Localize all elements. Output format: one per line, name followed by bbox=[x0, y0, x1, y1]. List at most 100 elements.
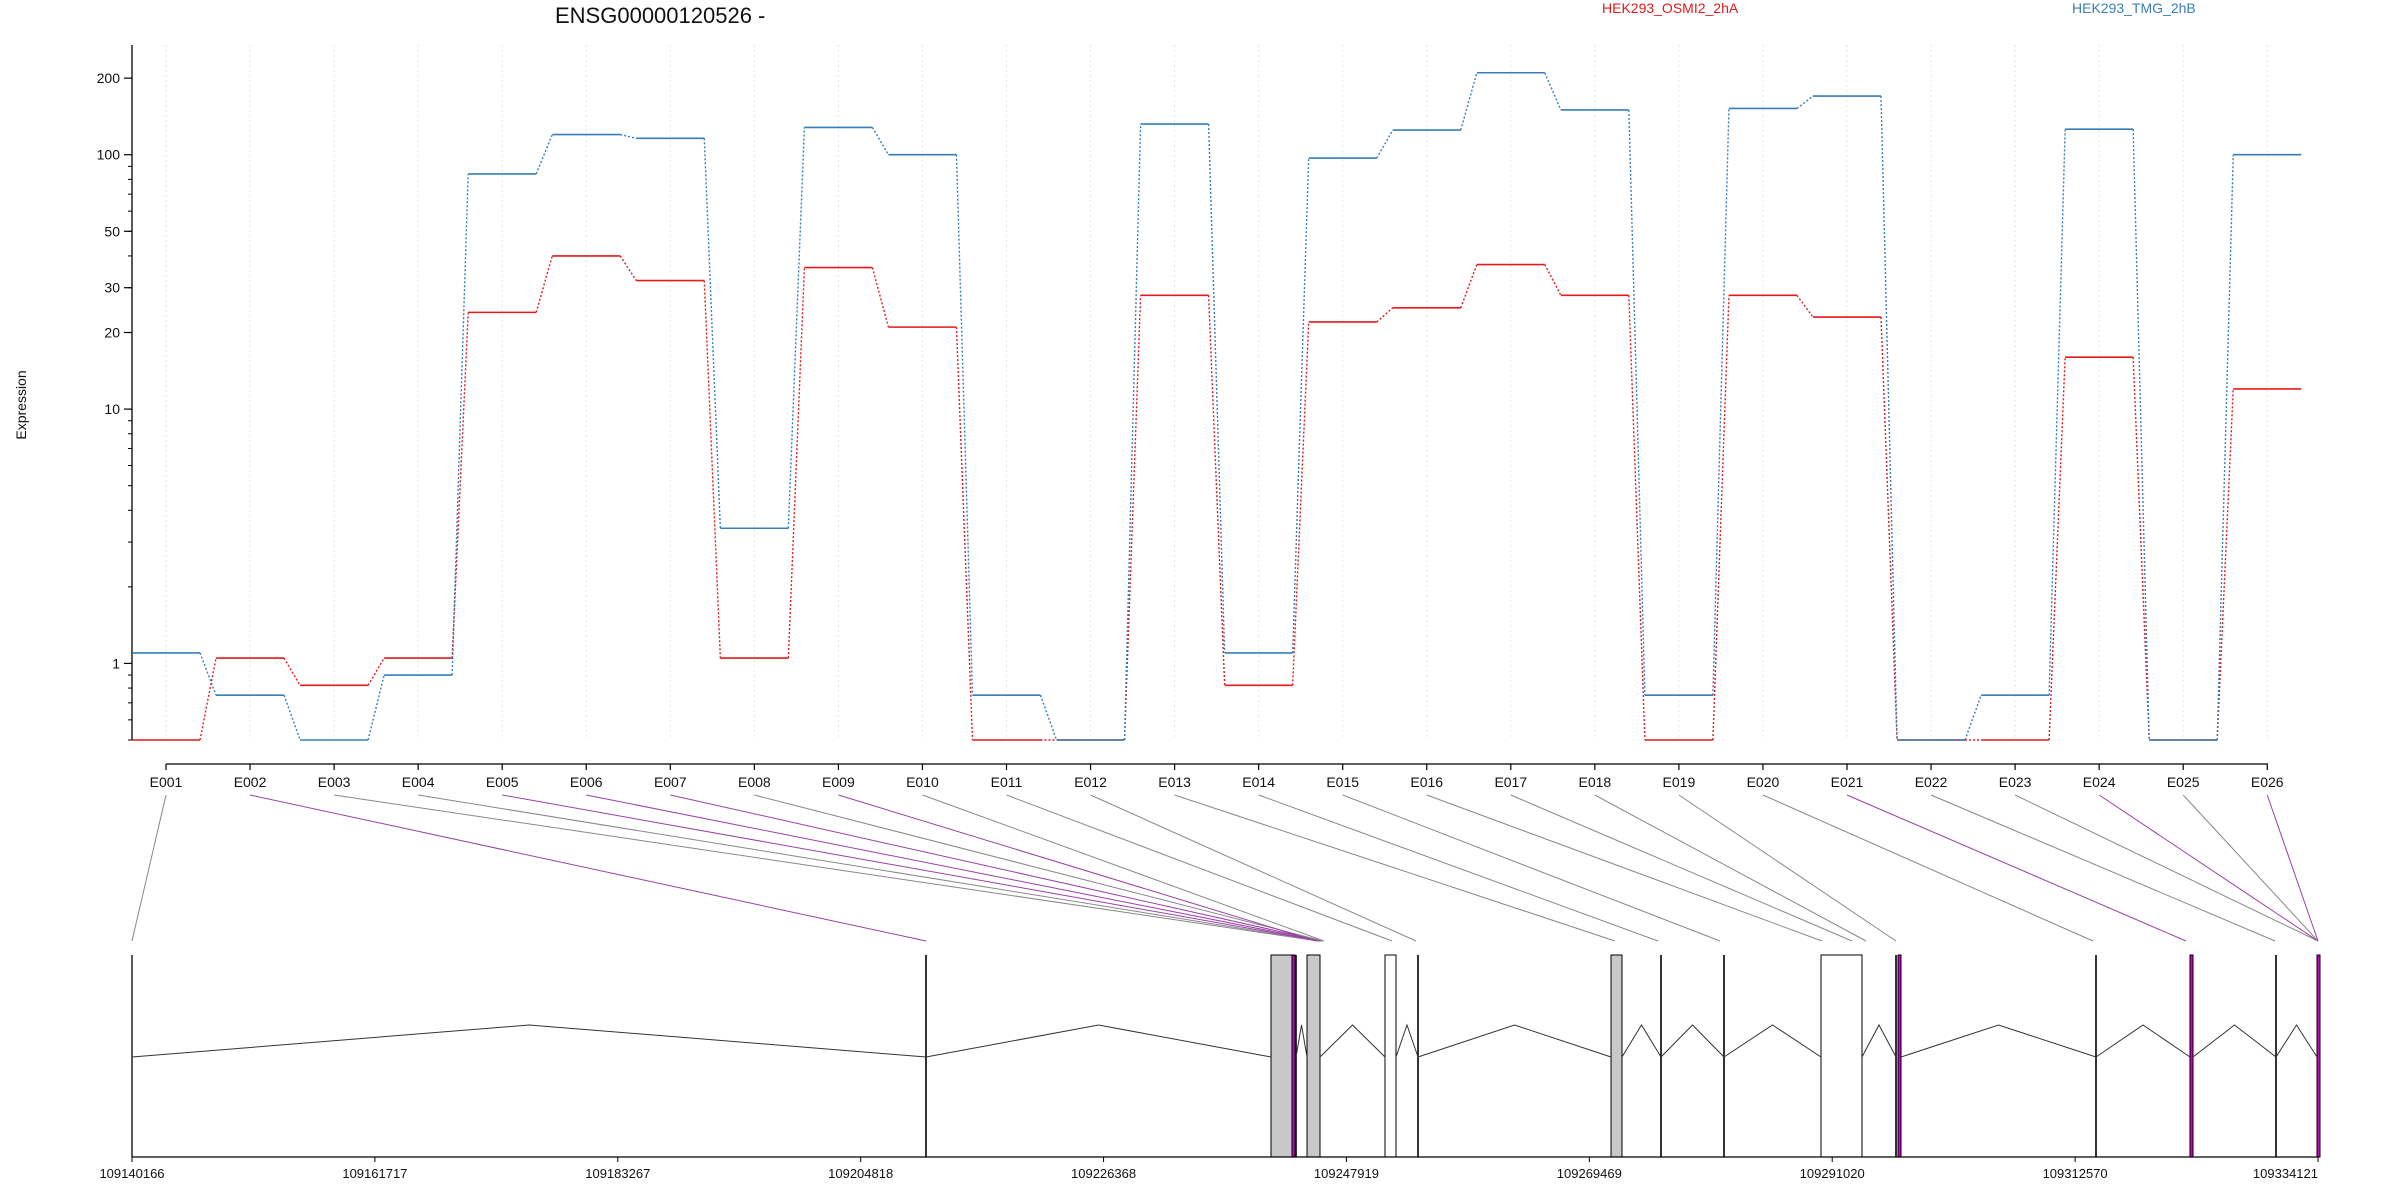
series-1 bbox=[132, 255, 2302, 741]
series-transition bbox=[1544, 264, 1562, 296]
series-transition bbox=[1796, 95, 1814, 110]
series-2 bbox=[132, 71, 2302, 741]
exon-block-highlight bbox=[2316, 954, 2321, 1158]
intron bbox=[1900, 1024, 2097, 1058]
series-transition bbox=[787, 127, 806, 529]
exon-connector bbox=[131, 794, 167, 942]
intron bbox=[131, 1024, 927, 1058]
series-transition bbox=[367, 657, 385, 686]
exon-label: E002 bbox=[234, 774, 267, 790]
exon-connector bbox=[1090, 794, 1417, 942]
coordinate-label: 109312570 bbox=[2043, 1166, 2108, 1181]
y-tick-label: 1 bbox=[112, 655, 120, 671]
series-transition bbox=[283, 694, 301, 741]
coordinate-label: 109291020 bbox=[1800, 1166, 1865, 1181]
exon-label: E007 bbox=[654, 774, 687, 790]
series-transition bbox=[703, 280, 722, 659]
y-tick-label: 30 bbox=[104, 280, 120, 296]
exon-label: E016 bbox=[1410, 774, 1443, 790]
exon-block-highlight bbox=[2189, 954, 2194, 1158]
exon-label: E004 bbox=[402, 774, 435, 790]
series-layer bbox=[132, 71, 2302, 741]
exon-label: E015 bbox=[1326, 774, 1359, 790]
intron bbox=[1861, 1023, 1897, 1058]
exon-label: E019 bbox=[1663, 774, 1696, 790]
intron bbox=[925, 1024, 1272, 1058]
series-transition bbox=[1207, 295, 1226, 686]
series-transition bbox=[1123, 295, 1142, 741]
exon-connector bbox=[838, 794, 1317, 942]
series-transition bbox=[871, 127, 890, 156]
exon-label: E020 bbox=[1747, 774, 1780, 790]
exon-connector bbox=[754, 794, 1324, 942]
exon-label: E017 bbox=[1494, 774, 1527, 790]
exon-label: E022 bbox=[1915, 774, 1948, 790]
series-transition bbox=[2132, 129, 2150, 741]
exon-block-highlight bbox=[1291, 954, 1296, 1158]
series-transition bbox=[1712, 295, 1730, 741]
exon-block-highlight bbox=[1897, 954, 1902, 1158]
series-transition bbox=[1544, 72, 1562, 111]
y-axis-label: Expression bbox=[13, 370, 29, 439]
exon-label: E014 bbox=[1242, 774, 1275, 790]
exon-label: E011 bbox=[991, 774, 1023, 790]
series-transition bbox=[1460, 72, 1478, 131]
series-transition bbox=[955, 154, 974, 696]
exon-connector bbox=[1594, 794, 1867, 942]
exon-connector bbox=[1006, 794, 1393, 942]
series-transition bbox=[1376, 307, 1394, 323]
exon-label: E005 bbox=[486, 774, 519, 790]
series-transition bbox=[367, 674, 385, 741]
series-transition bbox=[1796, 294, 1814, 318]
exon-connector bbox=[2014, 794, 2319, 942]
series-transition bbox=[199, 652, 217, 696]
exon-connector bbox=[249, 794, 927, 942]
series-transition bbox=[2216, 388, 2234, 741]
intron bbox=[1319, 1024, 1386, 1058]
x-axis: E001 E002 E003 E004 E005 E006 E007 E008 E009 E010… bbox=[150, 763, 2284, 790]
exon-connector bbox=[1510, 794, 1853, 942]
intron bbox=[1660, 1024, 1725, 1058]
exon-label: E001 bbox=[150, 774, 183, 790]
legend-entry-osmi2: HEK293_OSMI2_2hA bbox=[1602, 0, 1739, 16]
series-transition bbox=[1712, 108, 1730, 696]
exon-label: E026 bbox=[2251, 774, 2284, 790]
exon-label: E008 bbox=[738, 774, 771, 790]
exon-connector bbox=[1426, 794, 1823, 942]
series-transition bbox=[955, 327, 974, 741]
y-tick-label: 200 bbox=[97, 70, 121, 86]
exon-connector bbox=[586, 794, 1322, 942]
coordinate-label: 109204818 bbox=[828, 1166, 893, 1181]
series-transition bbox=[1628, 109, 1646, 696]
exon-block bbox=[1820, 954, 1863, 1158]
series-transition bbox=[2216, 154, 2234, 741]
series-transition bbox=[1291, 321, 1310, 686]
legend-entry-tmg: HEK293_TMG_2hB bbox=[2072, 0, 2196, 16]
series-transition bbox=[1880, 96, 1898, 741]
exon-connector bbox=[1846, 794, 2187, 942]
exon-label: E010 bbox=[906, 774, 939, 790]
series-transition bbox=[1880, 317, 1898, 741]
series-transition bbox=[787, 267, 806, 659]
exon-label: E003 bbox=[318, 774, 351, 790]
series-transition bbox=[1039, 694, 1058, 741]
exon-label: E009 bbox=[822, 774, 855, 790]
y-tick-label: 100 bbox=[97, 147, 121, 163]
exon-connector bbox=[1258, 794, 1659, 942]
intron bbox=[1417, 1024, 1612, 1058]
coordinate-label: 109183267 bbox=[585, 1166, 650, 1181]
exon-connector bbox=[502, 794, 1321, 942]
exon-connector bbox=[1930, 794, 2276, 942]
exon-block bbox=[1270, 954, 1293, 1158]
intron bbox=[1621, 1024, 1662, 1058]
series-transition bbox=[620, 133, 637, 140]
series-transition bbox=[703, 138, 722, 529]
exon-connector bbox=[670, 794, 1323, 942]
genomic-coordinate-axis: 109140166 109161717 109183267 109204818 1092… bbox=[99, 1156, 2319, 1181]
series-transition bbox=[1291, 158, 1310, 653]
coordinate-label: 109247919 bbox=[1314, 1166, 1379, 1181]
y-tick-label: 10 bbox=[104, 401, 120, 417]
series-transition bbox=[451, 173, 469, 676]
series-transition bbox=[283, 657, 301, 686]
coordinate-label: 109161717 bbox=[342, 1166, 407, 1181]
